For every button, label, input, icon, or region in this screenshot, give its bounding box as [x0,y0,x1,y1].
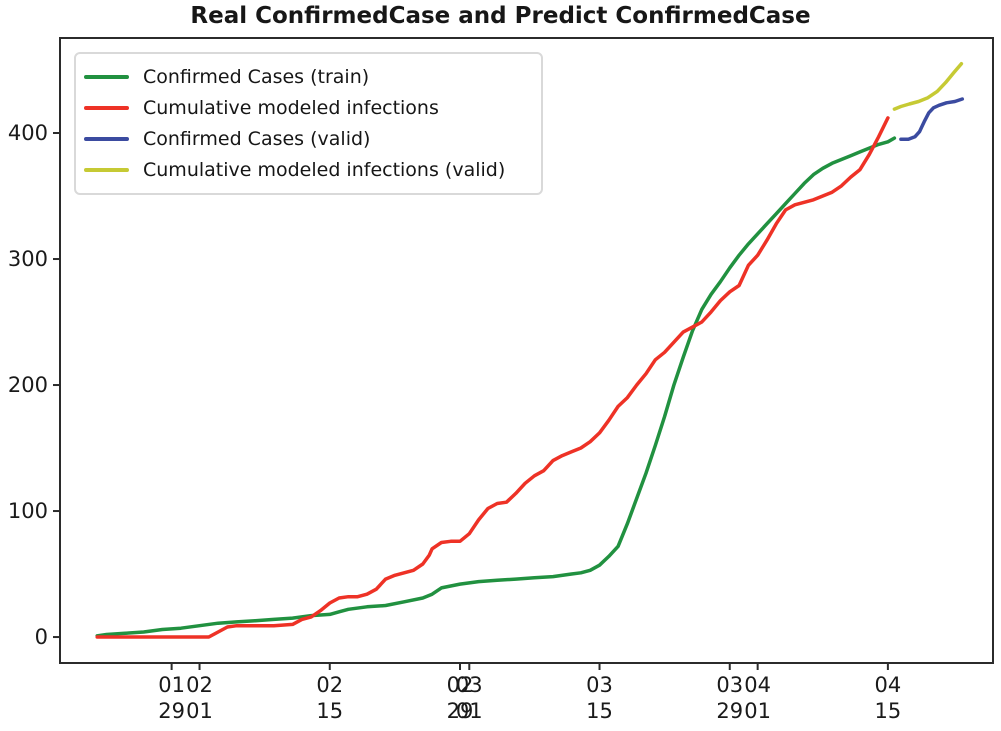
legend-label: Confirmed Cases (valid) [143,127,371,150]
y-tick-label: 300 [7,247,48,272]
x-tick-month: 01 [158,673,185,697]
x-tick-day: 29 [716,699,744,723]
legend-item: Confirmed Cases (train) [84,66,535,88]
x-tick-label: 03 01 [434,672,504,724]
x-tick-label: 02 01 [165,672,235,724]
x-tick-label: 03 29 [695,672,765,724]
x-tick-label: 01 29 [137,672,207,724]
x-tick-month: 03 [716,673,744,697]
x-tick-day: 15 [586,699,613,723]
legend-swatch-modeled [84,106,129,111]
x-tick-label: 04 01 [723,672,793,724]
x-tick-label: 04 15 [853,672,923,724]
legend-label: Confirmed Cases (train) [143,66,370,89]
legend-item: Cumulative modeled infections (valid) [84,159,535,181]
x-tick-month: 04 [874,673,902,697]
legend-swatch-valid [84,136,129,141]
x-tick-month: 04 [744,673,772,697]
legend: Confirmed Cases (train) Cumulative model… [74,52,543,195]
x-tick-day: 15 [874,699,902,723]
x-tick-day: 01 [455,699,483,723]
legend-label: Cumulative modeled infections [143,97,439,120]
legend-label: Cumulative modeled infections (valid) [143,158,506,181]
x-tick-month: 03 [586,673,613,697]
x-tick-month: 02 [316,673,344,697]
x-tick-day: 29 [446,699,474,723]
y-tick-label: 0 [34,625,48,650]
y-tick-label: 100 [7,499,48,524]
legend-item: Confirmed Cases (valid) [84,128,535,150]
y-tick-label: 200 [7,373,48,398]
y-tick-label: 400 [7,121,48,145]
x-tick-month: 03 [455,673,483,697]
legend-swatch-modeled-valid [84,167,129,172]
legend-item: Cumulative modeled infections [84,97,535,119]
x-tick-month: 02 [446,673,474,697]
chart-title: Real ConfirmedCase and Predict Confirmed… [190,3,811,29]
x-tick-day: 01 [186,699,213,723]
x-tick-label: 02 29 [425,672,495,724]
x-tick-day: 01 [744,699,772,723]
x-tick-label: 03 15 [565,672,635,724]
x-tick-day: 29 [158,699,185,723]
x-tick-label: 02 15 [295,672,365,724]
x-tick-day: 15 [316,699,344,723]
legend-swatch-train [84,75,129,80]
x-tick-month: 02 [186,673,213,697]
